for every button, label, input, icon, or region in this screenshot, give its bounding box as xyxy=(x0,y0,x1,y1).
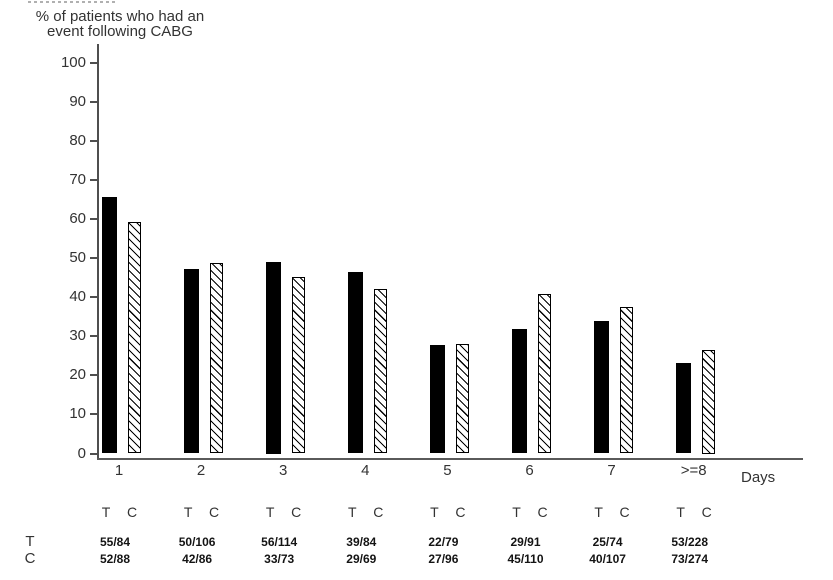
y-axis-title-line1: % of patients who had an xyxy=(35,8,205,25)
y-tick-100 xyxy=(90,61,98,64)
fraction-c-5: 27/96 xyxy=(428,552,459,566)
pair-header-t-3: T xyxy=(265,504,275,520)
fraction-t-5: 22/79 xyxy=(428,535,459,549)
table-row-label-t: T xyxy=(25,533,35,550)
pair-header-t-7: T xyxy=(594,504,603,520)
pair-header-c-3: C xyxy=(291,504,302,520)
pair-header-t-5: T xyxy=(430,504,439,520)
x-category-label-3: 3 xyxy=(279,462,288,479)
y-tick-label-70: 70 xyxy=(69,170,86,188)
y-tick-label-50: 50 xyxy=(69,249,86,266)
pair-header-c-5: C xyxy=(455,504,466,520)
x-category-label-6: 6 xyxy=(525,462,534,479)
x-axis-title: Days xyxy=(741,469,776,486)
y-tick-label-30: 30 xyxy=(69,327,86,345)
y-tick-90 xyxy=(90,100,98,103)
y-tick-10 xyxy=(90,413,98,416)
y-tick-label-40: 40 xyxy=(69,288,86,306)
y-tick-label-20: 20 xyxy=(69,366,86,384)
y-tick-label-60: 60 xyxy=(69,209,86,227)
bar-t-1 xyxy=(101,197,117,454)
fraction-c-4: 29/69 xyxy=(346,552,377,566)
pair-header-c-7: C xyxy=(619,504,630,520)
bar-c-7 xyxy=(620,307,634,454)
y-axis-line xyxy=(97,44,99,460)
pair-header-t-1: T xyxy=(101,504,111,520)
pair-header-t-8: T xyxy=(676,504,685,520)
bar-c-4 xyxy=(373,289,387,454)
y-tick-label-80: 80 xyxy=(69,131,86,149)
fraction-c-3: 33/73 xyxy=(264,552,295,566)
table-row-label-c: C xyxy=(24,550,36,567)
bar-c-6 xyxy=(538,293,551,454)
y-tick-60 xyxy=(90,217,98,220)
x-category-label-1: 1 xyxy=(114,462,124,479)
fraction-c-7: 40/107 xyxy=(589,552,626,566)
bar-t-2 xyxy=(183,268,199,454)
pair-header-c-2: C xyxy=(209,504,220,520)
y-tick-20 xyxy=(90,374,98,377)
fraction-c-2: 42/86 xyxy=(182,552,213,566)
fraction-t-4: 39/84 xyxy=(346,535,377,549)
pair-header-t-4: T xyxy=(348,504,357,520)
y-tick-50 xyxy=(90,257,98,259)
fraction-t-8: 53/228 xyxy=(671,535,709,549)
x-category-label-4: 4 xyxy=(361,462,370,479)
bar-c-5 xyxy=(455,343,469,454)
bar-c-8 xyxy=(702,349,716,454)
y-axis-title-line2: event following CABG xyxy=(47,23,193,40)
bar-t-5 xyxy=(429,344,445,454)
x-category-label-7: 7 xyxy=(607,462,616,479)
bar-t-4 xyxy=(347,272,363,454)
pair-header-c-6: C xyxy=(537,504,548,520)
fraction-c-8: 73/274 xyxy=(671,552,709,566)
bar-t-8 xyxy=(676,362,692,454)
y-tick-label-0: 0 xyxy=(77,444,86,462)
fraction-t-6: 29/91 xyxy=(510,535,541,549)
fraction-c-1: 52/88 xyxy=(99,552,131,566)
y-tick-70 xyxy=(90,178,98,181)
pair-header-t-2: T xyxy=(183,504,193,520)
bar-c-2 xyxy=(209,262,223,454)
y-tick-80 xyxy=(90,139,98,142)
fraction-t-1: 55/84 xyxy=(99,535,131,549)
fraction-c-6: 45/110 xyxy=(507,552,544,566)
y-tick-label-90: 90 xyxy=(69,92,86,110)
pair-header-c-1: C xyxy=(126,504,138,520)
y-tick-label-100: 100 xyxy=(60,53,86,71)
y-axis-title: % of patients who had an event following… xyxy=(30,9,210,39)
y-tick-0 xyxy=(90,452,98,455)
x-axis-line xyxy=(97,458,803,460)
fraction-t-2: 50/106 xyxy=(178,535,216,549)
y-tick-30 xyxy=(90,335,98,338)
bar-t-6 xyxy=(512,328,527,454)
bar-c-3 xyxy=(291,276,305,454)
fraction-t-3: 56/114 xyxy=(261,535,298,549)
y-tick-label-10: 10 xyxy=(69,405,86,423)
pair-header-t-6: T xyxy=(512,504,521,520)
pair-header-c-8: C xyxy=(701,504,712,520)
cropped-text-artifact xyxy=(28,1,118,3)
x-category-label-8: >=8 xyxy=(680,462,707,479)
bar-t-3 xyxy=(265,261,281,454)
bar-c-1 xyxy=(127,222,141,454)
bar-t-7 xyxy=(594,321,610,454)
y-tick-40 xyxy=(90,296,98,299)
fraction-t-7: 25/74 xyxy=(592,535,623,549)
x-category-label-5: 5 xyxy=(443,462,452,479)
pair-header-c-4: C xyxy=(373,504,384,520)
x-category-label-2: 2 xyxy=(196,462,206,479)
